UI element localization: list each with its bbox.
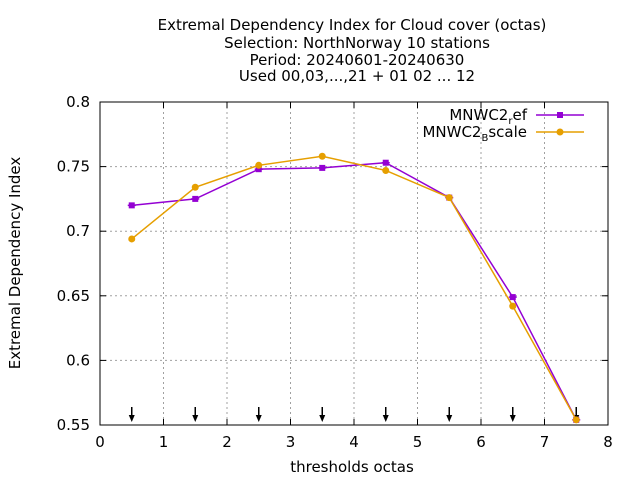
threshold-arrow-icon xyxy=(192,407,199,422)
data-point xyxy=(572,416,580,424)
series-line xyxy=(131,161,577,421)
series-line xyxy=(131,155,577,421)
y-axis-ticks: 0.55 0.6 0.65 0.7 0.75 0.8 xyxy=(57,93,608,434)
chart-title-line-4: Used 00,03,...,21 + 01 02 ... 12 xyxy=(239,67,475,85)
threshold-arrow-head xyxy=(446,415,453,422)
threshold-arrow-icon xyxy=(382,407,389,422)
y-tick-label: 0.65 xyxy=(57,287,90,305)
threshold-arrow-icon xyxy=(446,407,453,422)
threshold-arrow-head xyxy=(128,415,135,422)
x-tick-label: 5 xyxy=(413,433,423,451)
x-tick-label: 0 xyxy=(95,433,105,451)
x-axis-ticks: 0 1 2 3 4 5 6 7 8 xyxy=(95,102,613,451)
threshold-arrow-head xyxy=(509,415,516,422)
legend-item: MNWC2ref xyxy=(449,106,584,127)
x-tick-label: 3 xyxy=(286,433,296,451)
x-tick-label: 4 xyxy=(349,433,359,451)
threshold-arrow-icon xyxy=(319,407,326,422)
legend-swatch-marker xyxy=(556,128,564,136)
threshold-arrow-icon xyxy=(128,407,135,422)
threshold-arrow-icon xyxy=(509,407,516,422)
y-tick-label: 0.55 xyxy=(57,416,90,434)
legend-item: MNWC2Bscale xyxy=(422,123,584,144)
chart-title-line-1: Extremal Dependency Index for Cloud cove… xyxy=(158,16,547,34)
x-axis-label: thresholds octas xyxy=(290,458,414,476)
data-point xyxy=(445,194,453,202)
threshold-arrow-head xyxy=(319,415,326,422)
y-axis-label: Extremal Dependency Index xyxy=(6,157,24,370)
data-point xyxy=(255,161,263,169)
x-tick-label: 2 xyxy=(222,433,232,451)
threshold-arrow-icon xyxy=(255,407,262,422)
legend-swatch-marker xyxy=(557,112,563,118)
x-tick-label: 7 xyxy=(540,433,550,451)
plot-series xyxy=(127,152,581,424)
y-tick-label: 0.7 xyxy=(66,222,90,240)
y-tick-label: 0.75 xyxy=(57,158,90,176)
data-point xyxy=(191,183,199,191)
data-point xyxy=(128,235,136,243)
chart-title: Extremal Dependency Index for Cloud cove… xyxy=(158,16,547,85)
x-tick-label: 8 xyxy=(603,433,613,451)
grid xyxy=(100,102,608,425)
data-point xyxy=(318,152,326,160)
x-tick-label: 6 xyxy=(476,433,486,451)
chart-title-line-3: Period: 20240601-20240630 xyxy=(250,51,465,69)
y-tick-label: 0.8 xyxy=(66,93,90,111)
data-point xyxy=(382,166,390,174)
data-point xyxy=(509,302,517,310)
threshold-arrow-head xyxy=(255,415,262,422)
threshold-arrows xyxy=(128,407,580,422)
legend-label: MNWC2ref xyxy=(449,106,527,127)
x-tick-label: 1 xyxy=(159,433,169,451)
threshold-arrow-head xyxy=(192,415,199,422)
chart-title-line-2: Selection: NorthNorway 10 stations xyxy=(224,34,490,52)
legend-label: MNWC2Bscale xyxy=(422,123,527,144)
threshold-arrow-head xyxy=(382,415,389,422)
y-tick-label: 0.6 xyxy=(66,351,90,369)
